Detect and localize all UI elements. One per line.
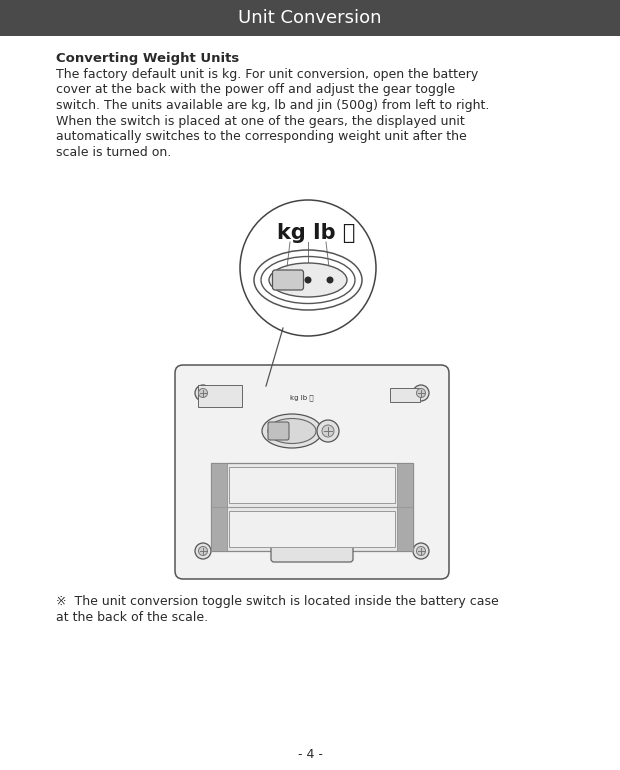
Text: automatically switches to the corresponding weight unit after the: automatically switches to the correspond… <box>56 130 467 143</box>
Text: The factory default unit is kg. For unit conversion, open the battery: The factory default unit is kg. For unit… <box>56 68 478 81</box>
FancyBboxPatch shape <box>229 511 395 547</box>
Polygon shape <box>397 463 413 551</box>
Text: switch. The units available are kg, lb and jin (500g) from left to right.: switch. The units available are kg, lb a… <box>56 99 489 112</box>
Text: - 4 -: - 4 - <box>298 748 322 761</box>
Circle shape <box>198 547 208 555</box>
Circle shape <box>417 547 425 555</box>
Circle shape <box>317 420 339 442</box>
Circle shape <box>304 276 311 283</box>
Circle shape <box>327 276 334 283</box>
Circle shape <box>195 543 211 559</box>
Ellipse shape <box>268 419 316 444</box>
FancyBboxPatch shape <box>271 536 353 562</box>
Text: scale is turned on.: scale is turned on. <box>56 146 171 159</box>
Circle shape <box>413 543 429 559</box>
Circle shape <box>417 389 425 397</box>
Text: cover at the back with the power off and adjust the gear toggle: cover at the back with the power off and… <box>56 83 455 96</box>
Ellipse shape <box>262 414 322 448</box>
FancyBboxPatch shape <box>0 0 620 36</box>
Text: When the switch is placed at one of the gears, the displayed unit: When the switch is placed at one of the … <box>56 115 465 128</box>
FancyBboxPatch shape <box>211 463 413 551</box>
FancyBboxPatch shape <box>175 365 449 579</box>
Text: Unit Conversion: Unit Conversion <box>238 9 382 27</box>
Text: kg Ib 斤: kg Ib 斤 <box>277 223 355 243</box>
Text: kg lb 斤: kg lb 斤 <box>290 395 314 401</box>
Circle shape <box>198 389 208 397</box>
FancyBboxPatch shape <box>268 422 289 440</box>
FancyBboxPatch shape <box>229 467 395 503</box>
FancyBboxPatch shape <box>273 270 304 290</box>
Polygon shape <box>211 463 227 551</box>
FancyBboxPatch shape <box>390 388 420 402</box>
Text: at the back of the scale.: at the back of the scale. <box>56 611 208 624</box>
Ellipse shape <box>269 263 347 297</box>
Circle shape <box>195 385 211 401</box>
Text: ※  The unit conversion toggle switch is located inside the battery case: ※ The unit conversion toggle switch is l… <box>56 595 498 608</box>
FancyBboxPatch shape <box>198 385 242 407</box>
Circle shape <box>283 276 290 283</box>
Circle shape <box>413 385 429 401</box>
Text: Converting Weight Units: Converting Weight Units <box>56 52 239 65</box>
Circle shape <box>322 425 334 437</box>
